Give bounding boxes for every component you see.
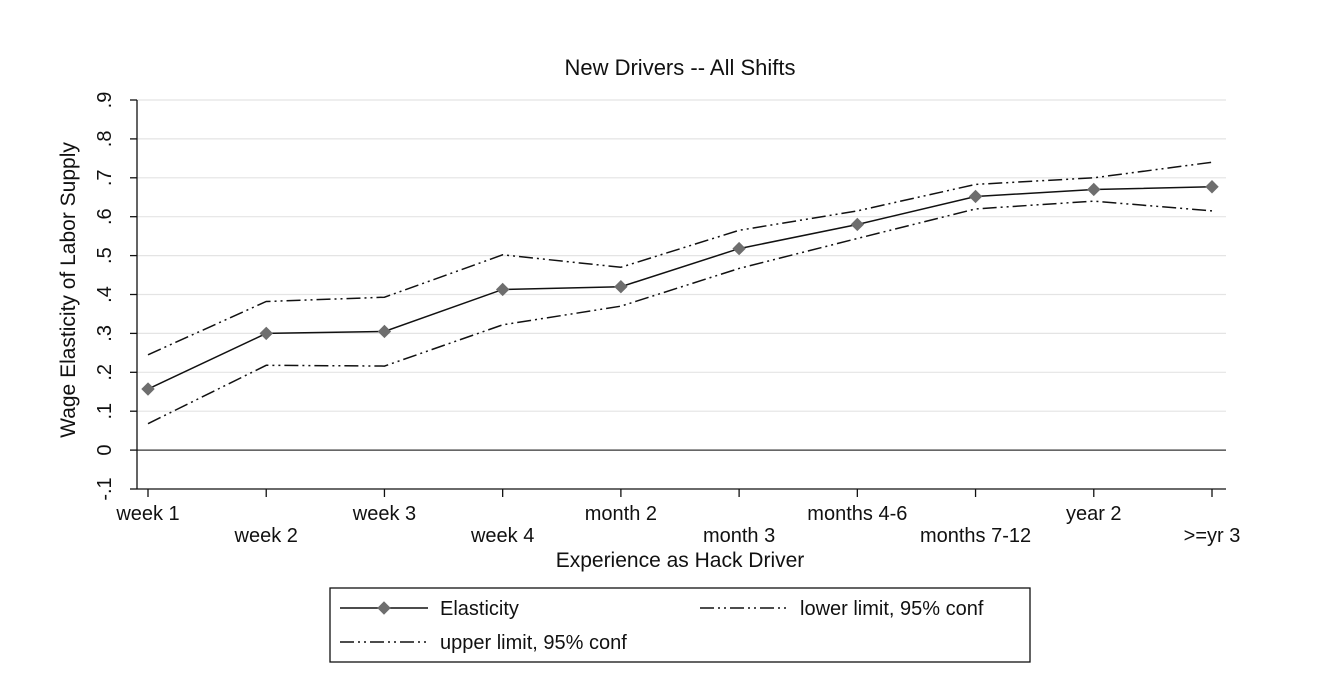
- x-tick-label: months 7-12: [920, 525, 1031, 547]
- x-tick-label: month 3: [703, 525, 775, 547]
- y-tick-label: .4: [94, 286, 116, 303]
- data-point-marker: [732, 241, 746, 256]
- series-line: [147, 161, 1213, 356]
- data-point-marker: [614, 280, 628, 294]
- series-line: [147, 185, 1213, 390]
- chart-title: New Drivers -- All Shifts: [564, 55, 795, 80]
- x-tick-label: month 2: [585, 503, 657, 525]
- x-tick-label: year 2: [1066, 503, 1122, 525]
- data-point-marker: [495, 282, 510, 297]
- data-point-marker: [377, 324, 392, 339]
- x-axis-label: Experience as Hack Driver: [556, 549, 805, 572]
- y-tick-label: .9: [94, 92, 116, 109]
- series-line: [147, 200, 1213, 425]
- legend-label: lower limit, 95% conf: [800, 598, 984, 620]
- data-point-marker: [850, 217, 865, 232]
- y-tick-label: -.1: [94, 477, 116, 500]
- axes: -.1 0 .1 .2 .3 .4 .5 .6 .7 .8 .9 week 1 week 2 week 3…: [94, 92, 1240, 547]
- data-point-marker: [141, 382, 155, 396]
- y-tick-label: .8: [94, 131, 116, 148]
- x-tick-label: week 2: [234, 525, 298, 547]
- x-tick-label: week 4: [470, 525, 534, 547]
- y-tick-label: 0: [94, 445, 116, 456]
- legend-swatch-marker: [377, 601, 391, 615]
- x-tick-label: week 1: [115, 503, 179, 525]
- data-point-marker: [1205, 180, 1219, 194]
- grid-lines: [137, 99, 1226, 451]
- y-tick-label: .1: [94, 403, 116, 420]
- x-tick-label: >=yr 3: [1184, 525, 1241, 547]
- y-tick-label: .5: [94, 247, 116, 264]
- legend: Elasticity lower limit, 95% conf upper lim…: [329, 587, 1031, 663]
- plot-series: [141, 161, 1219, 425]
- y-tick-label: .3: [94, 325, 116, 342]
- y-axis-label: Wage Elasticity of Labor Supply: [57, 142, 80, 438]
- y-tick-label: .2: [94, 364, 116, 381]
- x-tick-label: week 3: [352, 503, 416, 525]
- legend-label: upper limit, 95% conf: [440, 632, 627, 654]
- y-tick-label: .6: [94, 208, 116, 225]
- data-point-marker: [259, 326, 273, 341]
- data-point-marker: [1087, 182, 1101, 197]
- legend-box: [329, 587, 1031, 663]
- x-tick-label: months 4-6: [807, 503, 907, 525]
- y-tick-label: .7: [94, 169, 116, 186]
- legend-label: Elasticity: [440, 598, 519, 620]
- data-point-marker: [968, 189, 983, 204]
